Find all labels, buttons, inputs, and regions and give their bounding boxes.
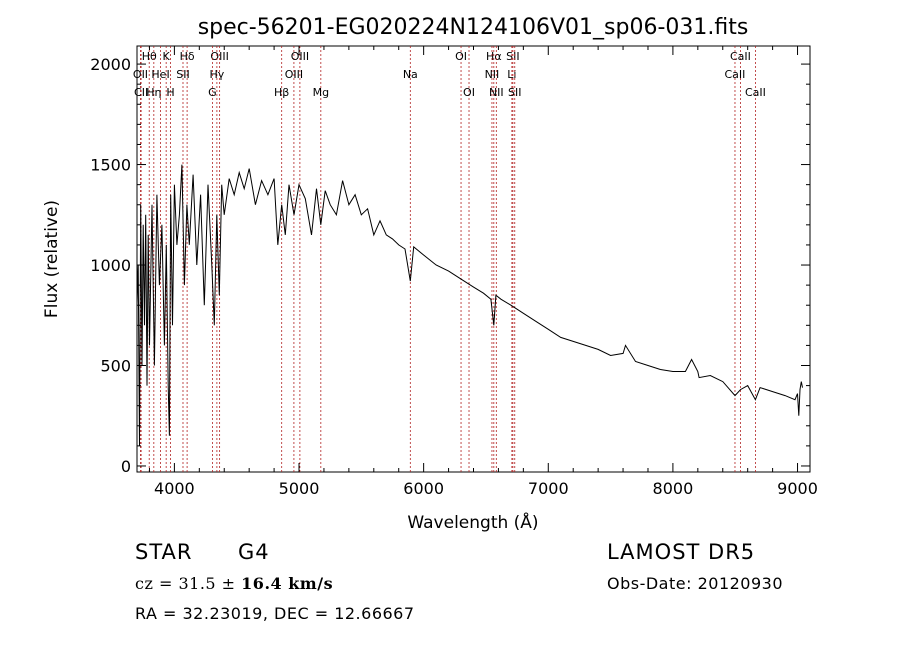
spectral-line-label: OI bbox=[463, 86, 475, 99]
spectral-line-label: K bbox=[163, 50, 171, 63]
spectral-line-label: NII bbox=[485, 68, 500, 81]
survey-release: LAMOST DR5 bbox=[607, 540, 756, 564]
spectral-line-label: CII bbox=[134, 86, 148, 99]
y-tick-label: 1500 bbox=[90, 156, 131, 175]
y-tick-label: 0 bbox=[121, 457, 131, 476]
spectral-line-label: Na bbox=[403, 68, 418, 81]
cz-value: 16.4 km/s bbox=[241, 574, 334, 593]
x-axis-label: Wavelength (Å) bbox=[407, 511, 538, 533]
chart-title: spec-56201-EG020224N124106V01_sp06-031.f… bbox=[198, 15, 749, 40]
x-tick-label: 8000 bbox=[653, 479, 694, 498]
x-tick-label: 5000 bbox=[279, 479, 320, 498]
spectral-line-label: SII bbox=[506, 50, 519, 63]
spectral-line-label: NII bbox=[489, 86, 504, 99]
axis-ticks: 4000 5000 6000 7000 8000 9000 0 500 1000 1500 2000 bbox=[90, 46, 818, 498]
spectral-line-label: Mg bbox=[313, 86, 329, 99]
spectral-line-label: CaII bbox=[745, 86, 766, 99]
spectral-line-label: H bbox=[166, 86, 174, 99]
spectral-line-label: Hβ bbox=[274, 86, 289, 99]
spectral-line-label: SII bbox=[508, 86, 521, 99]
observation-date: Obs-Date: 20120930 bbox=[607, 574, 784, 593]
spectral-line-label: Li bbox=[507, 68, 516, 81]
spectral-line-label: OII bbox=[133, 68, 148, 81]
spectrum-line bbox=[136, 164, 803, 446]
spectral-line-label: CaII bbox=[730, 50, 751, 63]
cz-label: cz = 31.5 ± bbox=[135, 574, 242, 593]
spectral-line-label: Hγ bbox=[209, 68, 224, 81]
y-tick-label: 500 bbox=[100, 357, 131, 376]
spectral-line-label: OIII bbox=[291, 50, 309, 63]
spectral-line-label: OIII bbox=[285, 68, 303, 81]
spectral-subclass: G4 bbox=[238, 540, 270, 564]
y-tick-label: 1000 bbox=[90, 256, 131, 275]
y-tick-label: 2000 bbox=[90, 55, 131, 74]
coordinates: RA = 32.23019, DEC = 12.66667 bbox=[135, 604, 415, 623]
spectral-line-label: SII bbox=[176, 68, 189, 81]
spectral-line-label: OIII bbox=[210, 50, 228, 63]
spectral-line-label: Hδ bbox=[180, 50, 195, 63]
spectral-line-label: HeI bbox=[151, 68, 169, 81]
x-tick-label: 6000 bbox=[403, 479, 444, 498]
x-tick-label: 7000 bbox=[528, 479, 569, 498]
x-tick-label: 4000 bbox=[154, 479, 195, 498]
spectral-line-label: G bbox=[208, 86, 217, 99]
spectral-line-label: Hθ bbox=[142, 50, 157, 63]
spectral-line-label: CaII bbox=[725, 68, 746, 81]
object-type: STAR bbox=[135, 540, 193, 564]
x-tick-label: 9000 bbox=[777, 479, 818, 498]
spectral-line-label: Hα bbox=[486, 50, 502, 63]
redshift-readout: cz = 31.5 ± 16.4 km/s bbox=[135, 574, 333, 593]
spectral-line-label: OI bbox=[455, 50, 467, 63]
plot-frame bbox=[136, 45, 811, 473]
y-axis-label: Flux (relative) bbox=[42, 200, 62, 318]
spectral-line-label: Hη bbox=[146, 86, 161, 99]
